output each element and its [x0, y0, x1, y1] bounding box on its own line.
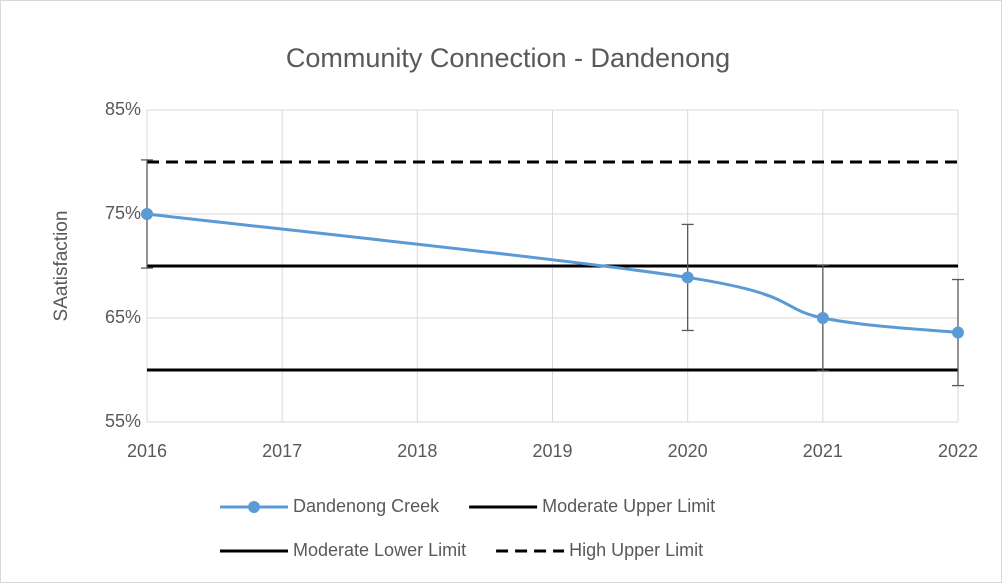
- x-tick-label: 2019: [532, 441, 572, 461]
- x-tick-label: 2020: [668, 441, 708, 461]
- y-axis-label: SAatisfaction: [51, 211, 72, 322]
- legend-label: Dandenong Creek: [293, 496, 440, 516]
- marker: [681, 271, 694, 284]
- marker: [816, 312, 829, 324]
- legend-label: High Upper Limit: [569, 540, 703, 560]
- x-tick-label: 2016: [127, 441, 167, 461]
- chart-title: Community Connection - Dandenong: [286, 43, 730, 73]
- x-tick-label: 2018: [397, 441, 437, 461]
- x-tick-label: 2017: [262, 441, 302, 461]
- marker: [952, 326, 964, 339]
- marker: [141, 208, 153, 220]
- y-tick-label: 75%: [105, 203, 141, 223]
- legend-label: Moderate Lower Limit: [293, 540, 466, 560]
- x-tick-label: 2021: [803, 441, 843, 461]
- y-tick-label: 55%: [105, 411, 141, 431]
- legend-label: Moderate Upper Limit: [542, 496, 715, 516]
- series-line: [146, 212, 959, 335]
- y-tick-label: 65%: [105, 307, 141, 327]
- legend-marker: [248, 501, 260, 513]
- x-tick-label: 2022: [938, 441, 978, 461]
- y-tick-label: 85%: [105, 99, 141, 119]
